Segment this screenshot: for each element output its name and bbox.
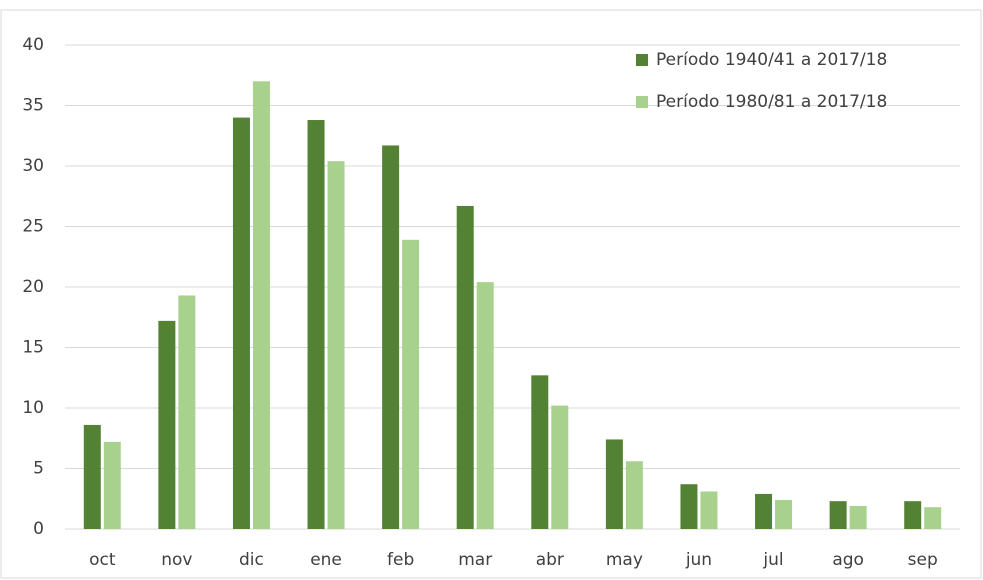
y-tick-label: 25: [22, 217, 44, 237]
y-tick-label: 35: [22, 96, 44, 116]
legend-swatch: [636, 96, 648, 108]
x-tick-label: feb: [387, 550, 414, 570]
bar: [904, 501, 922, 529]
x-tick-label: may: [606, 550, 643, 570]
x-tick-label: sep: [908, 550, 938, 570]
bar: [924, 507, 942, 529]
bar: [700, 491, 718, 529]
x-tick-label: jun: [685, 550, 712, 570]
bar: [755, 493, 773, 529]
bar: [103, 441, 121, 529]
bar: [775, 499, 793, 529]
x-tick-label: jul: [762, 550, 783, 570]
bar: [327, 161, 345, 529]
bar: [849, 506, 867, 529]
bar: [476, 282, 494, 529]
y-tick-label: 5: [33, 459, 44, 479]
bar: [307, 120, 325, 530]
x-tick-label: nov: [161, 550, 192, 570]
x-tick-label: ene: [310, 550, 342, 570]
x-tick-label: mar: [458, 550, 492, 570]
y-tick-label: 30: [22, 156, 44, 176]
y-tick-label: 0: [33, 519, 44, 539]
y-tick-label: 20: [22, 277, 44, 297]
bar: [605, 439, 623, 529]
y-tick-label: 10: [22, 398, 44, 418]
y-tick-label: 15: [22, 338, 44, 358]
x-tick-label: oct: [89, 550, 116, 570]
bar: [382, 145, 400, 529]
x-tick-label: dic: [239, 550, 264, 570]
bar: [158, 320, 176, 529]
bar: [83, 424, 101, 529]
bar: [531, 375, 549, 529]
bar: [232, 117, 250, 529]
bar: [829, 501, 847, 529]
x-tick-label: abr: [536, 550, 564, 570]
bar: [625, 461, 643, 529]
x-tick-label: ago: [832, 550, 864, 570]
bar: [252, 81, 270, 530]
legend-label: Período 1940/41 a 2017/18: [656, 50, 887, 70]
y-tick-label: 40: [22, 35, 44, 55]
bar: [402, 239, 420, 529]
bar: [178, 295, 196, 529]
legend-swatch: [636, 54, 648, 66]
bar: [680, 484, 698, 529]
bar: [456, 205, 474, 529]
legend-label: Período 1980/81 a 2017/18: [656, 92, 887, 112]
bar: [551, 405, 569, 529]
